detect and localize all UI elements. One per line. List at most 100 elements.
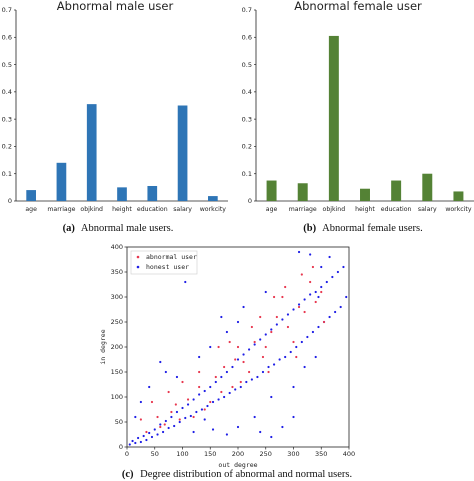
point-honest-user <box>281 318 284 321</box>
legend-honest-label: honest user <box>146 263 189 271</box>
point-honest-user <box>220 315 223 319</box>
point-honest-user <box>192 398 195 401</box>
point-honest-user <box>184 280 187 284</box>
point-honest-user <box>148 431 151 435</box>
point-honest-user <box>292 385 295 389</box>
point-honest-user <box>320 285 323 289</box>
a-ytick-label: 0.4 <box>2 88 12 96</box>
point-honest-user <box>150 435 154 439</box>
category-label-education: education <box>381 206 412 213</box>
b-ytick-label: 0.6 <box>242 33 252 41</box>
point-abnormal-user <box>209 400 212 404</box>
caption-a-label: (a) <box>63 223 76 234</box>
bar-objkind <box>86 104 97 201</box>
point-abnormal-user <box>320 290 323 294</box>
point-honest-user <box>242 305 245 309</box>
legend-box <box>130 250 198 275</box>
x-tick-label: 100 <box>176 450 188 458</box>
category-label-salary: salary <box>173 206 192 213</box>
category-label-marriage: marriage <box>47 206 75 213</box>
a-ytick-label: 0.3 <box>2 115 12 123</box>
category-label-objkind: objkind <box>323 206 346 213</box>
x-tick-label: 150 <box>204 450 216 458</box>
category-label-workcity: workcity <box>200 206 227 213</box>
point-honest-user <box>270 328 273 331</box>
point-honest-user <box>334 310 337 314</box>
point-honest-user <box>225 433 228 436</box>
point-abnormal-user <box>231 385 234 389</box>
y-tick-label: 150 <box>111 368 123 376</box>
point-honest-user <box>214 380 217 384</box>
x-tick-label: 300 <box>287 450 299 458</box>
point-honest-user <box>209 345 212 349</box>
bar-marriage <box>297 183 308 201</box>
point-honest-user <box>261 370 265 374</box>
point-honest-user <box>256 375 259 379</box>
chart-a-y-ticks: 0 0.1 0.2 0.3 0.4 0.5 0.6 0.7 <box>2 6 16 205</box>
caption-b-label: (b) <box>303 223 316 234</box>
chart-c-legend: abnormal user honest user <box>130 250 198 275</box>
bar-education <box>391 180 402 201</box>
point-honest-user <box>173 424 176 428</box>
x-tick-label: 0 <box>125 450 129 458</box>
point-honest-user <box>198 355 201 359</box>
point-abnormal-user <box>145 430 148 434</box>
x-tick-label: 400 <box>343 450 355 458</box>
point-abnormal-user <box>163 423 166 426</box>
point-abnormal-user <box>228 340 231 344</box>
a-ytick-label: 0 <box>8 197 12 205</box>
bar-age <box>266 180 277 201</box>
point-honest-user <box>272 363 276 366</box>
point-honest-user <box>195 410 198 414</box>
point-honest-user <box>236 425 240 429</box>
point-abnormal-user <box>156 415 159 419</box>
point-honest-user <box>211 428 215 431</box>
point-abnormal-user <box>275 315 278 319</box>
point-abnormal-user <box>214 375 217 379</box>
b-ytick-label: 0.1 <box>242 170 252 178</box>
legend-abnormal-marker <box>136 255 140 259</box>
point-abnormal-user <box>295 355 298 359</box>
chart-abnormal-female: Abnormal female user 0 0.1 0.2 0.3 0.4 0.5 0.6… <box>242 0 474 213</box>
a-ytick-label: 0.2 <box>2 143 12 151</box>
point-abnormal-user <box>272 295 276 299</box>
point-honest-user <box>284 355 287 359</box>
point-honest-user <box>264 290 267 294</box>
point-honest-user <box>281 425 284 429</box>
point-honest-user <box>156 433 159 436</box>
category-label-education: education <box>137 206 168 213</box>
point-abnormal-user <box>303 310 306 314</box>
point-abnormal-user <box>297 305 301 309</box>
point-abnormal-user <box>234 358 237 361</box>
a-ytick-label: 0.5 <box>2 61 12 69</box>
point-abnormal-user <box>181 380 184 384</box>
chart-b-x-labels: age marriage objkind height education salary w… <box>266 206 472 213</box>
point-honest-user <box>286 313 290 316</box>
category-label-objkind: objkind <box>80 206 103 213</box>
bar-height <box>117 187 127 201</box>
b-ytick-label: 0.7 <box>242 6 252 14</box>
point-abnormal-user <box>322 320 326 324</box>
point-honest-user <box>236 358 240 361</box>
point-honest-user <box>223 395 226 399</box>
point-honest-user <box>239 385 242 389</box>
category-label-marriage: marriage <box>289 206 317 213</box>
caption-a: (a) Abnormal male users. <box>63 223 174 234</box>
y-tick-label: 0 <box>119 443 123 451</box>
point-honest-user <box>134 441 137 445</box>
a-ytick-label: 0.6 <box>2 33 12 41</box>
point-abnormal-user <box>270 330 273 334</box>
x-tick-label: 50 <box>151 450 159 458</box>
point-abnormal-user <box>139 418 142 421</box>
legend-abnormal-label: abnormal user <box>146 253 197 261</box>
point-abnormal-user <box>286 325 290 329</box>
point-honest-user <box>170 415 173 419</box>
point-honest-user <box>159 360 162 364</box>
point-honest-user <box>228 391 231 395</box>
point-abnormal-user <box>300 273 303 276</box>
point-abnormal-user <box>198 385 201 389</box>
point-honest-user <box>231 365 234 369</box>
point-honest-user <box>300 340 303 344</box>
point-honest-user <box>142 434 145 438</box>
